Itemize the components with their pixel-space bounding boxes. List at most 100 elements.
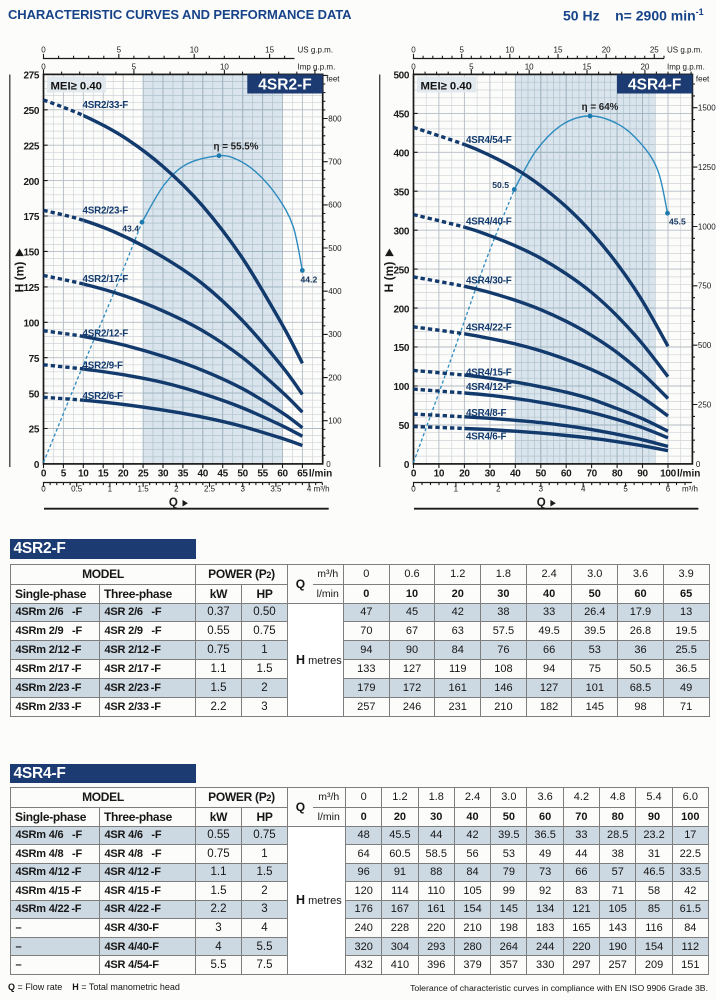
svg-text:10: 10 (220, 62, 229, 71)
svg-text:50: 50 (399, 421, 410, 432)
svg-text:0: 0 (404, 460, 410, 471)
svg-text:400: 400 (328, 287, 342, 296)
svg-text:4SR2/6-F: 4SR2/6-F (83, 391, 124, 402)
svg-text:200: 200 (328, 373, 342, 382)
svg-text:4SR2/33-F: 4SR2/33-F (83, 100, 129, 111)
svg-text:150: 150 (24, 248, 40, 259)
svg-text:100: 100 (24, 319, 40, 330)
svg-text:4SR4/30-F: 4SR4/30-F (466, 276, 512, 287)
svg-text:350: 350 (394, 187, 410, 198)
svg-text:15: 15 (554, 45, 563, 54)
svg-text:4SR4/8-F: 4SR4/8-F (466, 408, 507, 419)
svg-text:60: 60 (561, 468, 572, 479)
svg-text:3: 3 (539, 485, 544, 494)
svg-text:50: 50 (536, 468, 547, 479)
svg-text:MEI≥ 0.40: MEI≥ 0.40 (421, 80, 472, 92)
svg-text:4SR4/15-F: 4SR4/15-F (466, 368, 512, 379)
svg-text:80: 80 (612, 468, 623, 479)
svg-text:0: 0 (411, 45, 416, 54)
svg-text:40: 40 (510, 468, 521, 479)
svg-text:MEI≥ 0.40: MEI≥ 0.40 (51, 80, 102, 92)
svg-text:15: 15 (98, 468, 109, 479)
svg-text:35: 35 (178, 468, 189, 479)
svg-text:10: 10 (434, 468, 445, 479)
svg-text:400: 400 (394, 149, 410, 160)
svg-text:300: 300 (394, 226, 410, 237)
svg-text:200: 200 (24, 177, 40, 188)
svg-text:feet: feet (326, 75, 340, 84)
svg-text:5: 5 (61, 468, 67, 479)
svg-text:45: 45 (217, 468, 228, 479)
svg-text:25: 25 (138, 468, 149, 479)
svg-text:750: 750 (698, 282, 712, 291)
svg-text:65: 65 (297, 468, 308, 479)
svg-text:l/min: l/min (677, 468, 700, 479)
svg-text:500: 500 (394, 71, 410, 82)
svg-text:30: 30 (158, 468, 169, 479)
svg-text:5: 5 (623, 485, 628, 494)
svg-text:0: 0 (41, 45, 46, 54)
svg-text:10: 10 (505, 45, 514, 54)
svg-text:4SR2/23-F: 4SR2/23-F (83, 206, 129, 217)
svg-text:4SR4/6-F: 4SR4/6-F (466, 432, 507, 443)
svg-text:25: 25 (29, 425, 40, 436)
svg-text:10: 10 (190, 45, 199, 54)
svg-text:100: 100 (660, 468, 677, 479)
svg-text:43.4: 43.4 (122, 224, 139, 234)
svg-text:50: 50 (237, 468, 248, 479)
svg-text:1: 1 (454, 485, 459, 494)
svg-text:2: 2 (496, 485, 501, 494)
svg-text:3: 3 (240, 485, 245, 494)
svg-text:4SR2/12-F: 4SR2/12-F (83, 329, 129, 340)
svg-text:25: 25 (650, 45, 659, 54)
svg-text:15: 15 (265, 45, 274, 54)
svg-text:η = 55.5%: η = 55.5% (214, 142, 259, 153)
svg-text:75: 75 (29, 354, 40, 365)
svg-text:20: 20 (602, 45, 611, 54)
svg-text:2: 2 (174, 485, 179, 494)
svg-text:150: 150 (394, 343, 410, 354)
svg-text:0: 0 (34, 460, 40, 471)
svg-text:1000: 1000 (698, 222, 716, 231)
svg-text:30: 30 (485, 468, 496, 479)
svg-text:40: 40 (198, 468, 209, 479)
svg-text:50.5: 50.5 (492, 180, 509, 190)
svg-text:US g.p.m.: US g.p.m. (298, 45, 334, 54)
svg-text:H (m): H (m) (382, 262, 396, 293)
svg-text:175: 175 (24, 212, 40, 223)
svg-text:US g.p.m.: US g.p.m. (667, 45, 703, 54)
svg-text:275: 275 (24, 71, 40, 82)
svg-text:1.5: 1.5 (138, 485, 150, 494)
svg-text:700: 700 (328, 158, 342, 167)
svg-text:300: 300 (328, 330, 342, 339)
svg-text:1250: 1250 (698, 163, 716, 172)
svg-text:2.5: 2.5 (204, 485, 216, 494)
svg-text:20: 20 (640, 62, 649, 71)
svg-text:4SR2/17-F: 4SR2/17-F (83, 274, 129, 285)
svg-text:0: 0 (411, 62, 416, 71)
svg-text:10: 10 (78, 468, 89, 479)
svg-text:60: 60 (277, 468, 288, 479)
svg-text:4: 4 (307, 485, 312, 494)
svg-text:5: 5 (459, 45, 464, 54)
svg-text:44.2: 44.2 (301, 275, 318, 285)
svg-text:4SR2/9-F: 4SR2/9-F (83, 361, 124, 372)
svg-text:5: 5 (469, 62, 474, 71)
svg-text:100: 100 (328, 417, 342, 426)
svg-text:125: 125 (24, 283, 40, 294)
svg-text:100: 100 (394, 382, 410, 393)
svg-text:200: 200 (394, 304, 410, 315)
svg-text:250: 250 (394, 265, 410, 276)
svg-text:0: 0 (326, 460, 331, 469)
svg-text:H (m): H (m) (12, 262, 26, 293)
svg-text:3.5: 3.5 (270, 485, 282, 494)
svg-text:250: 250 (698, 400, 712, 409)
svg-text:20: 20 (459, 468, 470, 479)
svg-text:m³/h: m³/h (682, 485, 698, 494)
svg-text:500: 500 (698, 341, 712, 350)
svg-text:600: 600 (328, 201, 342, 210)
svg-text:1500: 1500 (698, 104, 716, 113)
svg-text:1: 1 (108, 485, 113, 494)
svg-text:Q: Q (537, 497, 546, 509)
svg-text:4SR4/12-F: 4SR4/12-F (466, 382, 512, 393)
